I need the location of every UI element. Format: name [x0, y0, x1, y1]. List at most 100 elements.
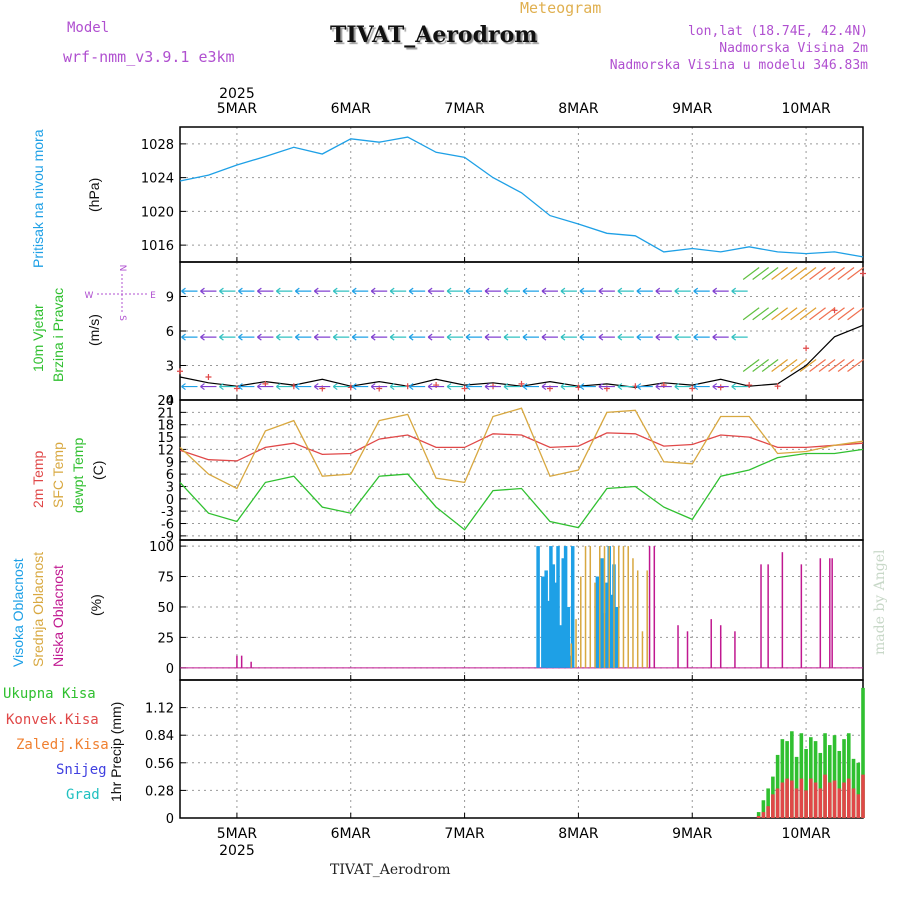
cloud-bar-high_cloud — [563, 546, 568, 668]
wind-arrow — [219, 333, 236, 341]
precip-bar-conv — [827, 782, 832, 818]
wind-arrow — [752, 267, 770, 280]
bottom-day-label: 10MAR — [781, 826, 830, 842]
cloud-bar-mid_cloud — [594, 582, 596, 668]
cloud-bar-low_cloud — [250, 661, 252, 668]
wind-arrow — [847, 267, 864, 280]
cloud-bar-mid_cloud — [584, 546, 587, 668]
wind-arrow — [560, 383, 577, 391]
temp-dewpt-line — [179, 448, 864, 531]
cloud-bar-high_cloud — [595, 576, 600, 668]
wind-arrow — [674, 333, 691, 341]
wind-speed-line — [179, 324, 864, 389]
wind-arrow — [752, 359, 770, 372]
top-year-label: 2025 — [219, 86, 255, 102]
precip-bar-total — [809, 737, 813, 818]
wind-arrow — [257, 333, 274, 341]
wind-arrow — [332, 333, 350, 341]
cloud-bar-high_cloud — [551, 564, 556, 668]
wind-arrow — [742, 359, 760, 372]
cloud-bar-mid_cloud — [632, 558, 634, 668]
cloud-bar-low_cloud — [648, 546, 651, 668]
cloud-bar-mid_cloud — [608, 546, 610, 668]
wind-arrow — [351, 383, 369, 391]
cloud-bar-high_cloud — [553, 582, 558, 668]
legend-snow: Snijeg — [56, 762, 107, 778]
wind-arrow — [503, 287, 521, 295]
cloud-bar-low_cloud — [710, 619, 712, 668]
precip-bar-total — [818, 752, 823, 818]
y-tick-label: 1028 — [141, 138, 174, 153]
precip-bar-total — [761, 800, 766, 818]
wind-arrow — [522, 287, 539, 295]
y-tick-label: 1024 — [141, 172, 174, 187]
precip-bar-conv — [799, 778, 804, 818]
cloud-bar-low_cloud — [831, 558, 833, 668]
y-tick-label: 15 — [157, 431, 174, 446]
wind-arrow — [257, 383, 274, 391]
meteogram-label: Meteogram — [520, 0, 602, 17]
y-tick-label: 21 — [157, 406, 174, 421]
wind-arrow — [799, 267, 817, 280]
wind-arrow — [541, 333, 558, 341]
bottom-day-label: 6MAR — [331, 826, 372, 842]
cloud-bar-mid_cloud — [575, 619, 577, 668]
precip-bar-total — [813, 741, 818, 818]
y-tick-label: 1016 — [141, 239, 174, 254]
wind-gust-marker — [461, 385, 468, 392]
cloud-bar-high_cloud — [600, 558, 604, 668]
precip-bar-conv — [756, 816, 761, 818]
cloud-bar-high_cloud — [544, 570, 548, 668]
wind-arrow — [809, 307, 826, 321]
footer-title: TIVAT_Aerodrom — [330, 862, 451, 878]
cloud-bar-low_cloud — [800, 564, 803, 668]
y-tick-label: -9 — [161, 530, 174, 545]
precip-bar-total — [846, 733, 851, 818]
cloud-bar-low_cloud — [653, 546, 656, 668]
precip-bar-conv — [837, 788, 842, 818]
y-tick-label: -6 — [161, 518, 174, 533]
wind-arrow — [761, 307, 779, 321]
wind-arrow — [257, 287, 274, 295]
wind-arrow — [790, 307, 807, 321]
precip-bar-total — [856, 762, 861, 818]
y-tick-label: 1.12 — [145, 702, 174, 717]
wind-arrow — [200, 383, 217, 391]
wind-arrow — [351, 333, 369, 341]
cloud-bar-mid_cloud — [617, 546, 620, 668]
precip-bar-conv — [842, 782, 846, 818]
wind-arrow — [275, 333, 293, 341]
precip-bar-conv — [804, 790, 808, 818]
wind-arrow — [837, 307, 855, 321]
wind-arrow — [370, 383, 388, 391]
wind-arrow — [655, 333, 672, 341]
model-elevation-label: Nadmorska Visina u modelu 346.83m — [609, 58, 868, 73]
wind-arrow — [598, 333, 615, 341]
wind-arrow — [752, 307, 770, 321]
wind-arrow — [742, 307, 760, 321]
cloud-bar-mid_cloud — [636, 570, 639, 668]
wind-arrow — [541, 383, 558, 391]
top-day-label: 8MAR — [558, 101, 599, 117]
wind-gust-marker — [205, 374, 212, 380]
bottom-day-label: 7MAR — [444, 826, 485, 842]
y-tick-label: 75 — [157, 571, 174, 586]
wind-arrow — [818, 267, 836, 280]
wind-arrow — [837, 359, 855, 372]
wind-gust-marker — [717, 384, 724, 391]
wind-arrow — [370, 287, 388, 295]
precip-bar-conv — [790, 780, 794, 818]
precip-bar-total — [832, 735, 837, 818]
cloud-bar-mid_cloud — [622, 546, 625, 668]
y-tick-label: 0.28 — [145, 784, 174, 799]
wind-arrow — [294, 383, 312, 391]
wind-arrow — [617, 287, 634, 295]
wind-arrow — [828, 307, 845, 321]
wind-arrow — [522, 383, 539, 391]
wind-arrow — [560, 287, 577, 295]
legend-hail: Grad — [66, 787, 100, 803]
precip-bar-conv — [771, 794, 775, 818]
precip-bar-total — [842, 739, 846, 818]
precip-bar-total — [837, 750, 842, 818]
wind-arrow — [636, 333, 653, 341]
